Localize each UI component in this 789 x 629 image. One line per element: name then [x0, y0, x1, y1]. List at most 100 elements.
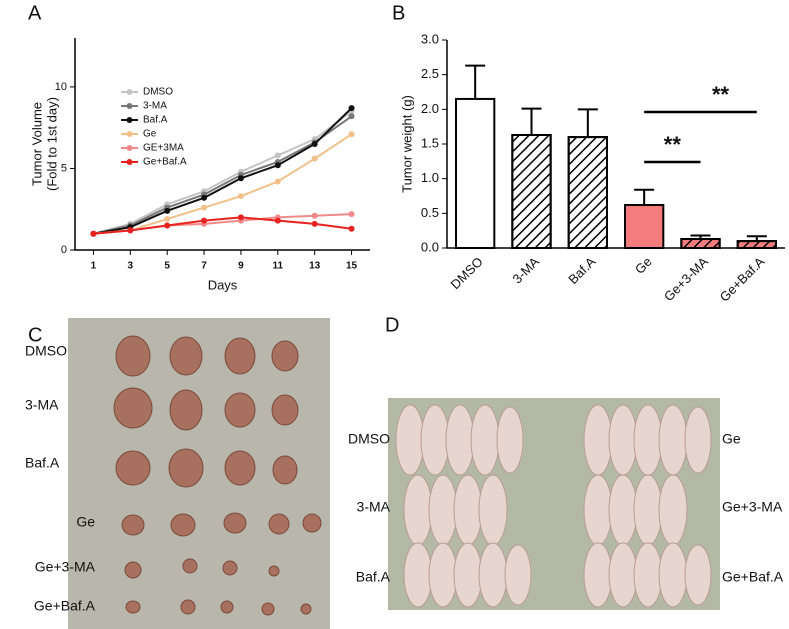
legend-label: 3-MA [143, 101, 167, 112]
point [237, 214, 244, 221]
y-tick-label: 1.0 [421, 170, 439, 185]
error-bar [577, 108, 598, 138]
x-tick-label: DMSO [448, 254, 486, 292]
row-label: Baf.A [356, 569, 391, 585]
legend-marker [126, 89, 133, 95]
x-tick-label: Ge+3-MA [661, 254, 711, 304]
y-tick-label: 2.0 [421, 101, 439, 116]
legend-marker [126, 159, 133, 165]
bar-hatch [511, 133, 552, 249]
mice [395, 404, 712, 608]
point [164, 216, 171, 223]
row-label: 3-MA [357, 499, 391, 515]
row-label: DMSO [348, 431, 390, 447]
point [164, 207, 171, 214]
bar-hatch [736, 240, 777, 249]
point [201, 217, 208, 224]
legend-label: Baf.A [143, 115, 168, 126]
legend-label: GE+3MA [143, 143, 184, 154]
legend-label: Ge+Baf.A [143, 157, 187, 168]
point [311, 155, 318, 162]
row-label: Ge+3-MA [722, 499, 783, 515]
significance-label: ** [712, 82, 730, 107]
point [164, 222, 171, 229]
axis [446, 40, 785, 249]
legend-marker [126, 117, 133, 123]
row-label: Ge+Baf.A [34, 598, 96, 614]
x-tick-label: 3 [128, 261, 134, 272]
y-axis-label: Tumor Volume [29, 102, 44, 186]
x-tick-label: 5 [164, 261, 170, 272]
row-label: Ge [722, 431, 741, 447]
x-tick-label: 3-MA [509, 254, 542, 287]
legend-marker [126, 145, 133, 151]
y-tick-label: 0 [61, 244, 67, 256]
y-tick-label: 0.0 [421, 239, 439, 254]
row-label: DMSO [25, 343, 67, 359]
y-tick-label: 0.5 [421, 205, 439, 220]
bar [455, 97, 496, 249]
point [90, 230, 97, 237]
tumors [113, 335, 322, 616]
point [348, 211, 355, 218]
y-tick-label: 5 [61, 162, 67, 174]
x-tick-label: Ge [632, 254, 655, 277]
panel-label: D [385, 314, 399, 336]
x-tick-label: Ge+Baf.A [717, 254, 768, 305]
significance-label: ** [664, 132, 682, 157]
y-tick-label: 2.5 [421, 66, 439, 81]
x-tick-label: 15 [346, 261, 358, 272]
panel-label: C [28, 324, 42, 346]
bar-hatch [680, 237, 721, 249]
point [274, 152, 281, 159]
y-axis-label: (Fold to 1st day) [44, 97, 59, 191]
point [274, 178, 281, 185]
bar-hatch [567, 136, 608, 249]
error-bar [634, 188, 655, 206]
point [274, 217, 281, 224]
legend-label: DMSO [143, 87, 173, 98]
point [201, 204, 208, 211]
error-bar [465, 64, 486, 99]
point [127, 227, 134, 234]
legend-marker [126, 103, 133, 109]
row-label: Ge+3-MA [35, 559, 96, 575]
point [274, 162, 281, 169]
row-label: Baf.A [25, 455, 60, 471]
legend-label: Ge [143, 129, 157, 140]
point [348, 225, 355, 232]
y-axis-label: Tumor weight (g) [399, 95, 414, 193]
series-line [93, 115, 353, 235]
row-label: 3-MA [25, 397, 59, 413]
x-tick-label: 13 [309, 261, 321, 272]
series-line [93, 110, 353, 235]
row-label: Ge+Baf.A [722, 569, 784, 585]
point [311, 220, 318, 227]
x-tick-label: 1 [91, 261, 97, 272]
point [311, 212, 318, 219]
x-tick-label: 7 [201, 261, 207, 272]
point [237, 175, 244, 182]
y-tick-label: 3.0 [421, 31, 439, 46]
series-line [93, 133, 353, 235]
legend-marker [126, 131, 133, 137]
point [348, 105, 355, 112]
x-axis-label: Days [208, 277, 238, 292]
error-bar [521, 107, 542, 135]
series-line [93, 107, 353, 235]
series-line [93, 216, 352, 235]
y-tick-label: 10 [55, 81, 67, 93]
x-tick-label: Baf.A [565, 254, 598, 287]
x-tick-label: 11 [273, 261, 284, 272]
row-label: Ge [76, 514, 95, 530]
point [311, 141, 318, 147]
panel-label: A [28, 2, 42, 24]
point [237, 193, 244, 200]
point [348, 131, 355, 138]
y-tick-label: 1.5 [421, 135, 439, 150]
panel-label: B [392, 2, 405, 24]
bar [624, 204, 665, 250]
x-tick-label: 9 [238, 261, 244, 272]
point [201, 194, 208, 201]
